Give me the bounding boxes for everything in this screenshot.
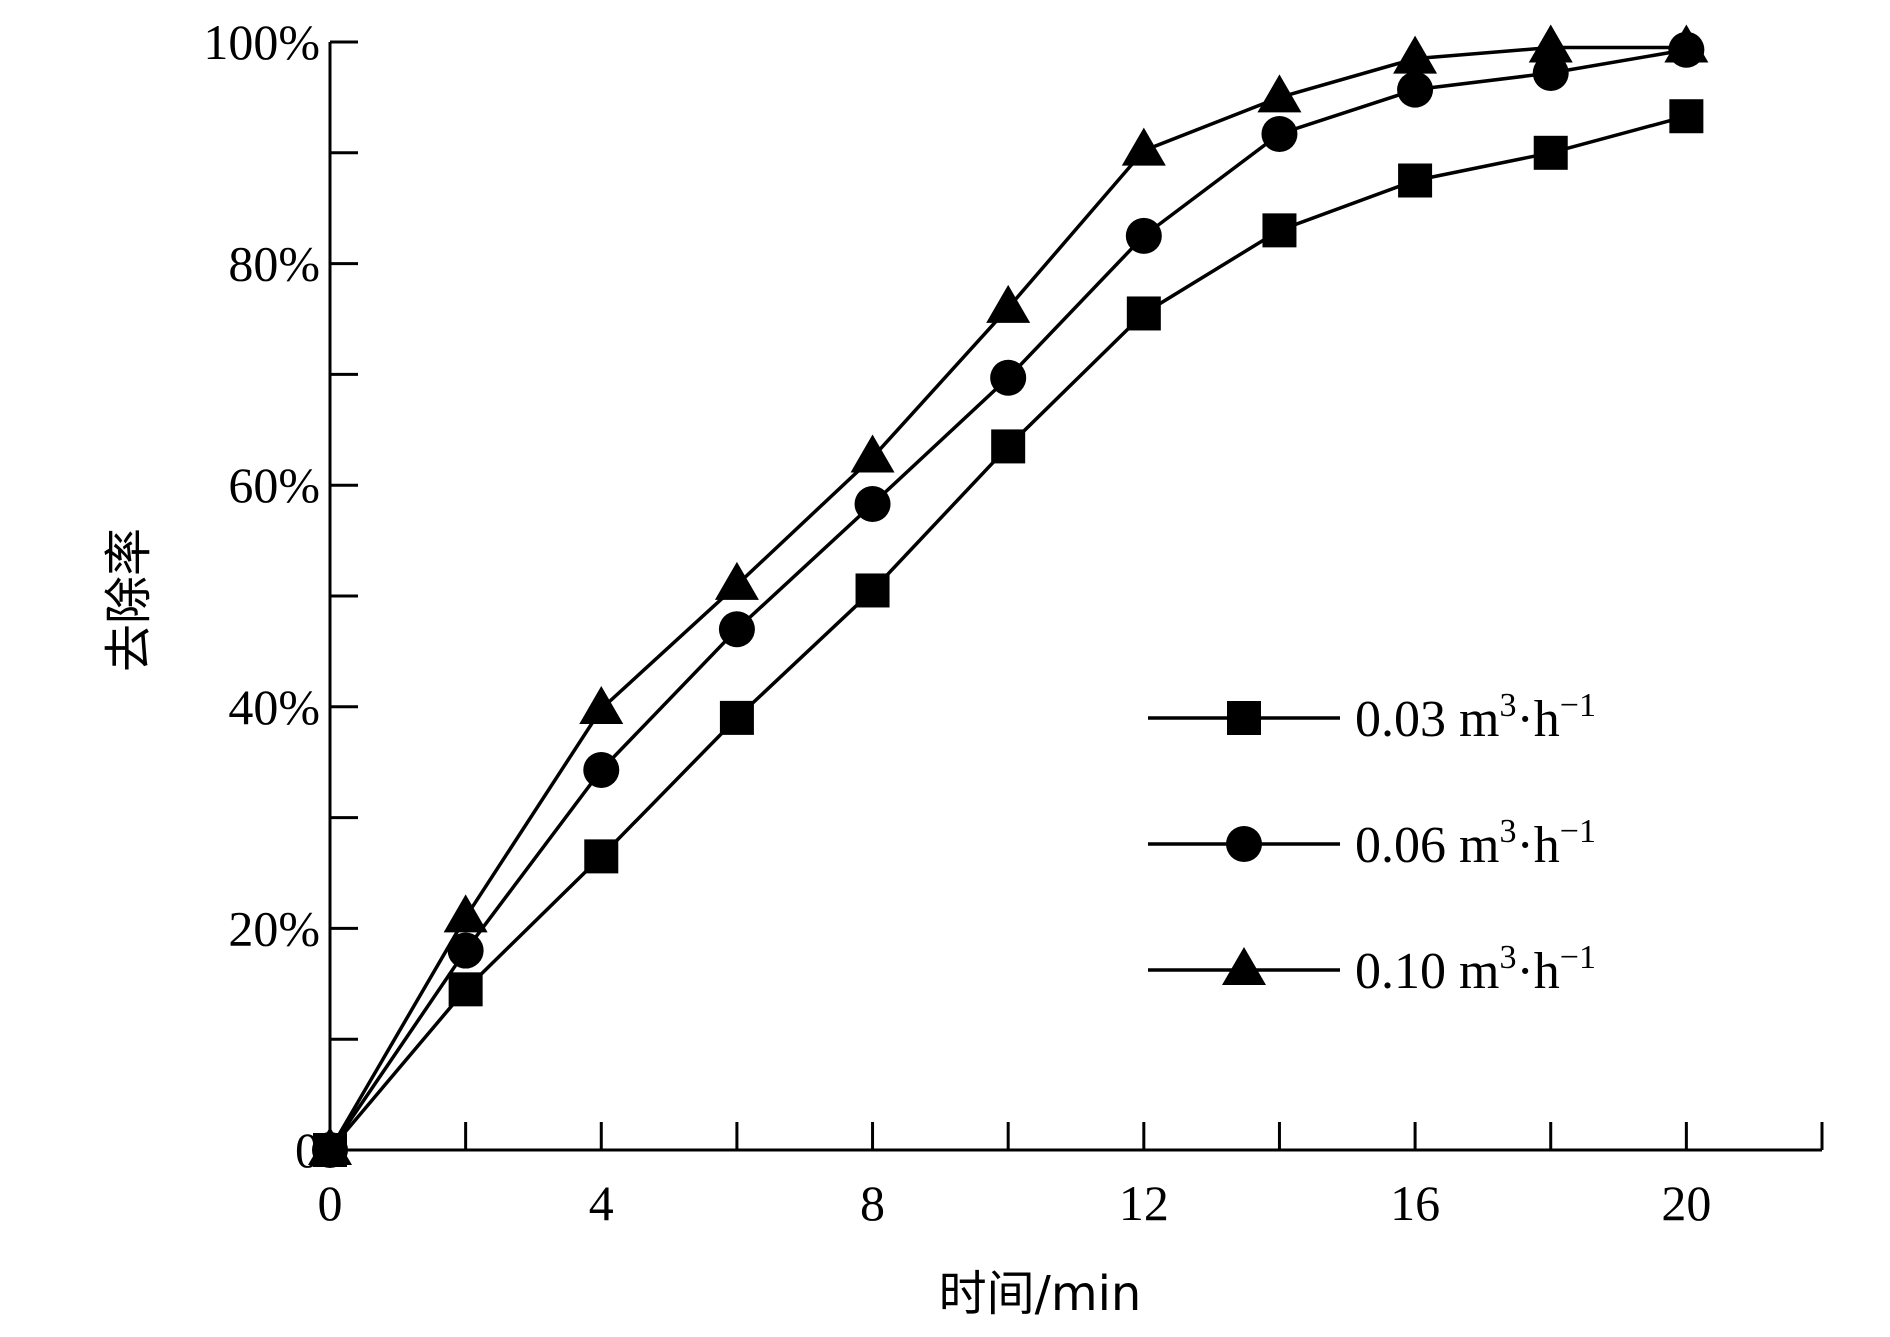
data-point [1532,55,1569,92]
y-tick-label: 40% [228,679,320,735]
data-point [986,284,1031,323]
data-point [1121,127,1166,166]
legend-label: 0.03 m3·h−1 [1355,687,1596,748]
data-point [447,932,484,969]
y-tick-label: 80% [228,236,320,292]
legend-text: ·h [1516,943,1559,1000]
data-point [1664,24,1709,63]
data-point [1397,71,1434,108]
legend-superscript: 3 [1499,939,1516,976]
y-tick-label: 100% [203,14,320,70]
data-point [584,839,619,874]
legend-item: 0.06 m3·h−1 [1148,813,1596,874]
data-point [1257,74,1302,113]
y-tick-label: 20% [228,900,320,956]
legend-text: 0.06 m [1355,817,1499,874]
data-point [443,894,488,933]
data-point [579,686,624,725]
legend-superscript: −1 [1560,687,1596,724]
x-axis-title: 时间/min [939,1266,1142,1322]
series-square [313,99,1704,1167]
data-point [990,359,1027,396]
axes: 020%40%60%80%100%0 4 8 12 16 20 [203,14,1824,1231]
data-point [1669,99,1704,134]
data-point [1533,135,1568,170]
x-tick-label: 0 [318,1175,343,1231]
data-point [1126,296,1161,331]
data-point [1262,213,1297,248]
y-axis-title: 去除率 [101,528,157,672]
legend-text: 0.03 m [1355,691,1499,748]
legend-label: 0.10 m3·h−1 [1355,939,1596,1000]
data-point [718,611,755,648]
data-point [1528,24,1573,63]
legend-text: ·h [1516,691,1559,748]
data-point [1393,35,1438,74]
legend-text: 0.10 m [1355,943,1499,1000]
legend: 0.03 m3·h−10.06 m3·h−10.10 m3·h−1 [1148,687,1596,1000]
y-tick-label: 60% [228,457,320,513]
data-point [1261,115,1298,152]
x-tick-label: 16 [1390,1175,1440,1231]
x-tick-label: 12 [1119,1175,1169,1231]
legend-item: 0.03 m3·h−1 [1148,687,1596,748]
data-point [308,1127,352,1165]
x-tick-label: 4 [589,1175,614,1231]
legend-superscript: −1 [1560,939,1596,976]
legend-superscript: 3 [1499,813,1516,850]
legend-marker [1227,701,1261,735]
data-point [854,486,891,523]
data-point [583,751,620,788]
data-point [714,561,759,600]
x-tick-label: 20 [1661,1175,1711,1231]
x-tick-label: 8 [860,1175,885,1231]
data-point [850,434,895,473]
series-triangle [308,24,1709,1165]
legend-item: 0.10 m3·h−1 [1148,939,1596,1000]
data-point [719,700,754,735]
data-point [448,972,483,1007]
data-point [1125,217,1162,254]
legend-marker [1226,826,1262,862]
series-layer [308,24,1709,1168]
legend-label: 0.06 m3·h−1 [1355,813,1596,874]
data-point [855,573,890,608]
legend-superscript: −1 [1560,813,1596,850]
legend-superscript: 3 [1499,687,1516,724]
data-point [1398,163,1433,198]
legend-marker [1222,947,1266,985]
legend-text: ·h [1516,817,1559,874]
data-point [991,429,1026,464]
